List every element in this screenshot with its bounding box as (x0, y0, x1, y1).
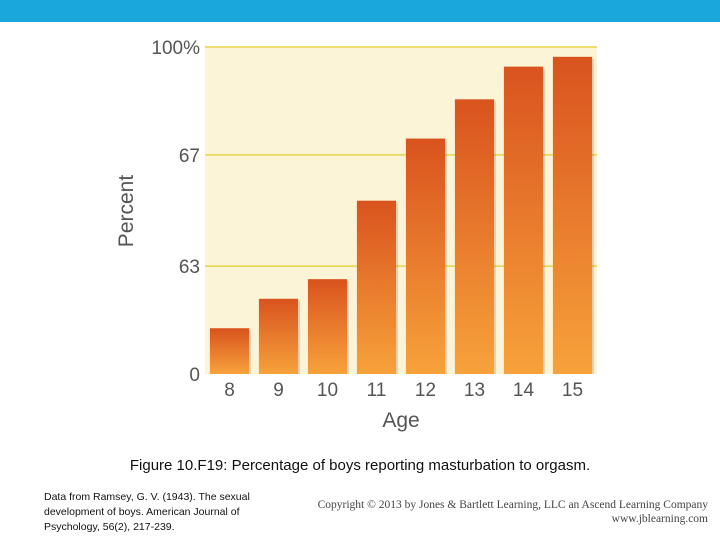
bar (258, 298, 299, 374)
x-tick-label: 11 (367, 380, 387, 401)
top-accent-bar (0, 0, 720, 22)
bar (405, 138, 446, 374)
x-axis-title: Age (382, 409, 419, 432)
bar (356, 200, 397, 374)
website-line: www.jblearning.com (611, 513, 708, 525)
x-tick-label: 8 (224, 380, 235, 401)
y-tick-label: 0 (189, 365, 200, 386)
bar (454, 99, 495, 374)
bar (307, 279, 348, 374)
x-tick-label: 14 (513, 380, 535, 401)
copyright-notice: Copyright © 2013 by Jones & Bartlett Lea… (318, 498, 708, 526)
x-tick-label: 10 (317, 380, 338, 401)
x-tick-label: 12 (415, 380, 436, 401)
bar (503, 66, 544, 375)
copyright-line: Copyright © 2013 by Jones & Bartlett Lea… (317, 499, 708, 511)
y-tick-label: 67 (179, 146, 200, 167)
bar (209, 328, 250, 374)
y-tick-label: 100% (151, 38, 200, 59)
bar-chart: 0 63 67 100% 8 9 10 11 12 13 14 15 Age Percent (115, 38, 597, 432)
figure-caption: Figure 10.F19: Percentage of boys report… (129, 457, 591, 474)
y-axis-title: Percent (115, 175, 138, 248)
x-tick-label: 15 (562, 380, 583, 401)
y-tick-label: 63 (179, 257, 200, 278)
x-tick-label: 13 (464, 380, 485, 401)
x-tick-label: 9 (273, 380, 284, 401)
source-note: Data from Ramsey, G. V. (1943). The sexu… (44, 491, 250, 533)
bar (552, 56, 593, 375)
